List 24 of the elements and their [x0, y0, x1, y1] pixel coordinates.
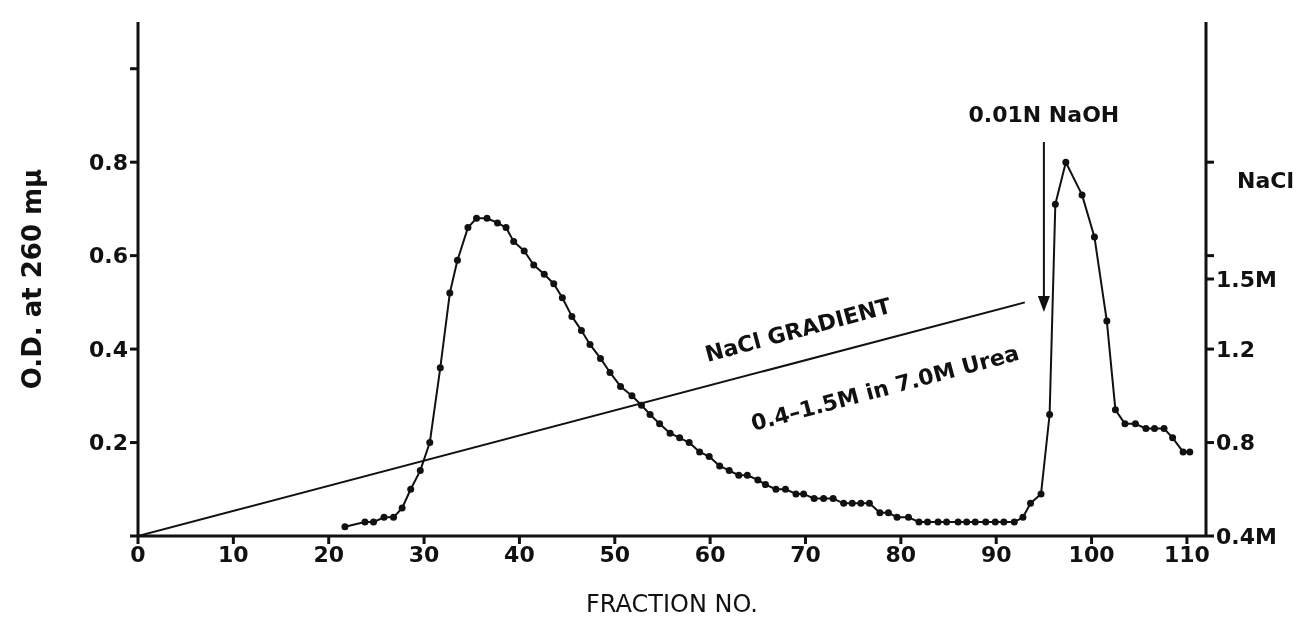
y-tick-label: 0.6 [89, 243, 128, 269]
y2-tick-label: 0.8 [1216, 430, 1255, 456]
x-tick-label: 80 [885, 541, 917, 567]
x-tick-label: 60 [694, 541, 726, 567]
x-tick-label: 40 [504, 541, 535, 567]
y2-tick-label: 0.4M [1216, 523, 1277, 549]
x-tick-label: 90 [980, 541, 1012, 567]
x-axis-title: FRACTION NO. [586, 590, 758, 618]
x-tick-label: 20 [313, 541, 345, 567]
y2-axis-title: NaCl [1237, 167, 1294, 193]
x-tick-label: 50 [599, 541, 631, 567]
y2-tick-label: 1.5M [1216, 266, 1277, 292]
x-tick-label: 30 [408, 541, 440, 567]
x-tick-label: 0 [130, 541, 146, 567]
x-tick-label: 70 [790, 541, 821, 567]
x-tick-label: 110 [1163, 541, 1210, 567]
y-axis-title: O.D. at 260 mμ [17, 168, 48, 390]
x-tick-label: 100 [1068, 541, 1115, 567]
y2-tick-label: 1.2 [1216, 336, 1255, 362]
x-tick-label: 10 [218, 541, 249, 567]
annotation: 0.01N NaOH [968, 102, 1120, 127]
y-tick-label: 0.2 [89, 430, 128, 456]
y-tick-label: 0.8 [89, 149, 128, 175]
y-tick-label: 0.4 [89, 336, 128, 362]
